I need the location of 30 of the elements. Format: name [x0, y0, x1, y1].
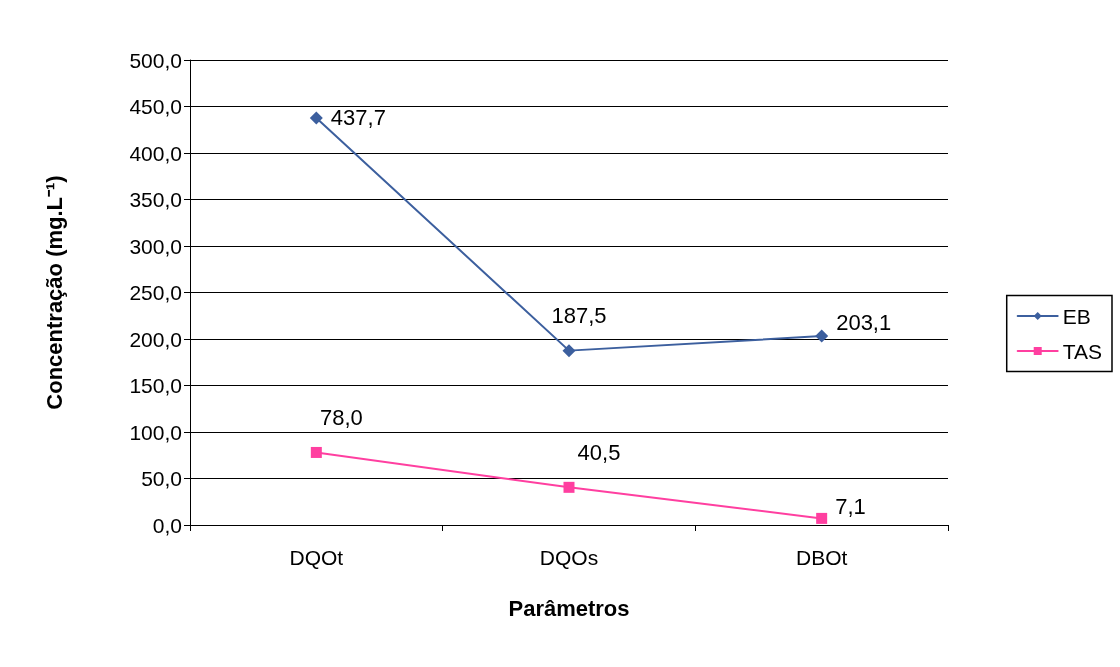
data-label: 40,5: [577, 440, 621, 466]
x-tick-label: DQOs: [539, 546, 599, 569]
y-tick-label: 200,0: [129, 327, 182, 351]
y-tick-label: 400,0: [129, 141, 182, 165]
y-tick-label: 250,0: [129, 281, 182, 304]
point: [816, 512, 828, 524]
point: [310, 446, 322, 458]
y-tick-label: 100,0: [129, 420, 182, 444]
data-label: 437,7: [330, 105, 386, 131]
legend-label: EB: [1062, 304, 1091, 328]
x-tick-label: DBOt: [795, 546, 848, 569]
y-tick-label: 300,0: [129, 234, 182, 258]
y-tick-label: 0,0: [152, 513, 182, 537]
y-tick-label: 150,0: [129, 374, 182, 397]
data-label: 203,1: [836, 309, 892, 335]
x-tick-label: DQOt: [289, 546, 344, 569]
y-tick-label: 50,0: [141, 467, 182, 490]
data-label: 78,0: [319, 405, 363, 431]
y-tick-label: 350,0: [129, 188, 182, 211]
point: [562, 344, 576, 358]
x-axis-title: Parâmetros: [508, 595, 630, 621]
point: [815, 329, 829, 343]
legend-label: TAS: [1062, 339, 1103, 363]
point: [309, 111, 323, 125]
data-label: 7,1: [835, 493, 866, 519]
y-tick-label: 500,0: [129, 48, 182, 72]
y-axis-title: Concentração (mg.L⁻¹): [41, 175, 67, 410]
point: [563, 481, 575, 493]
data-label: 187,5: [551, 302, 607, 328]
y-tick-label: 450,0: [129, 95, 182, 118]
